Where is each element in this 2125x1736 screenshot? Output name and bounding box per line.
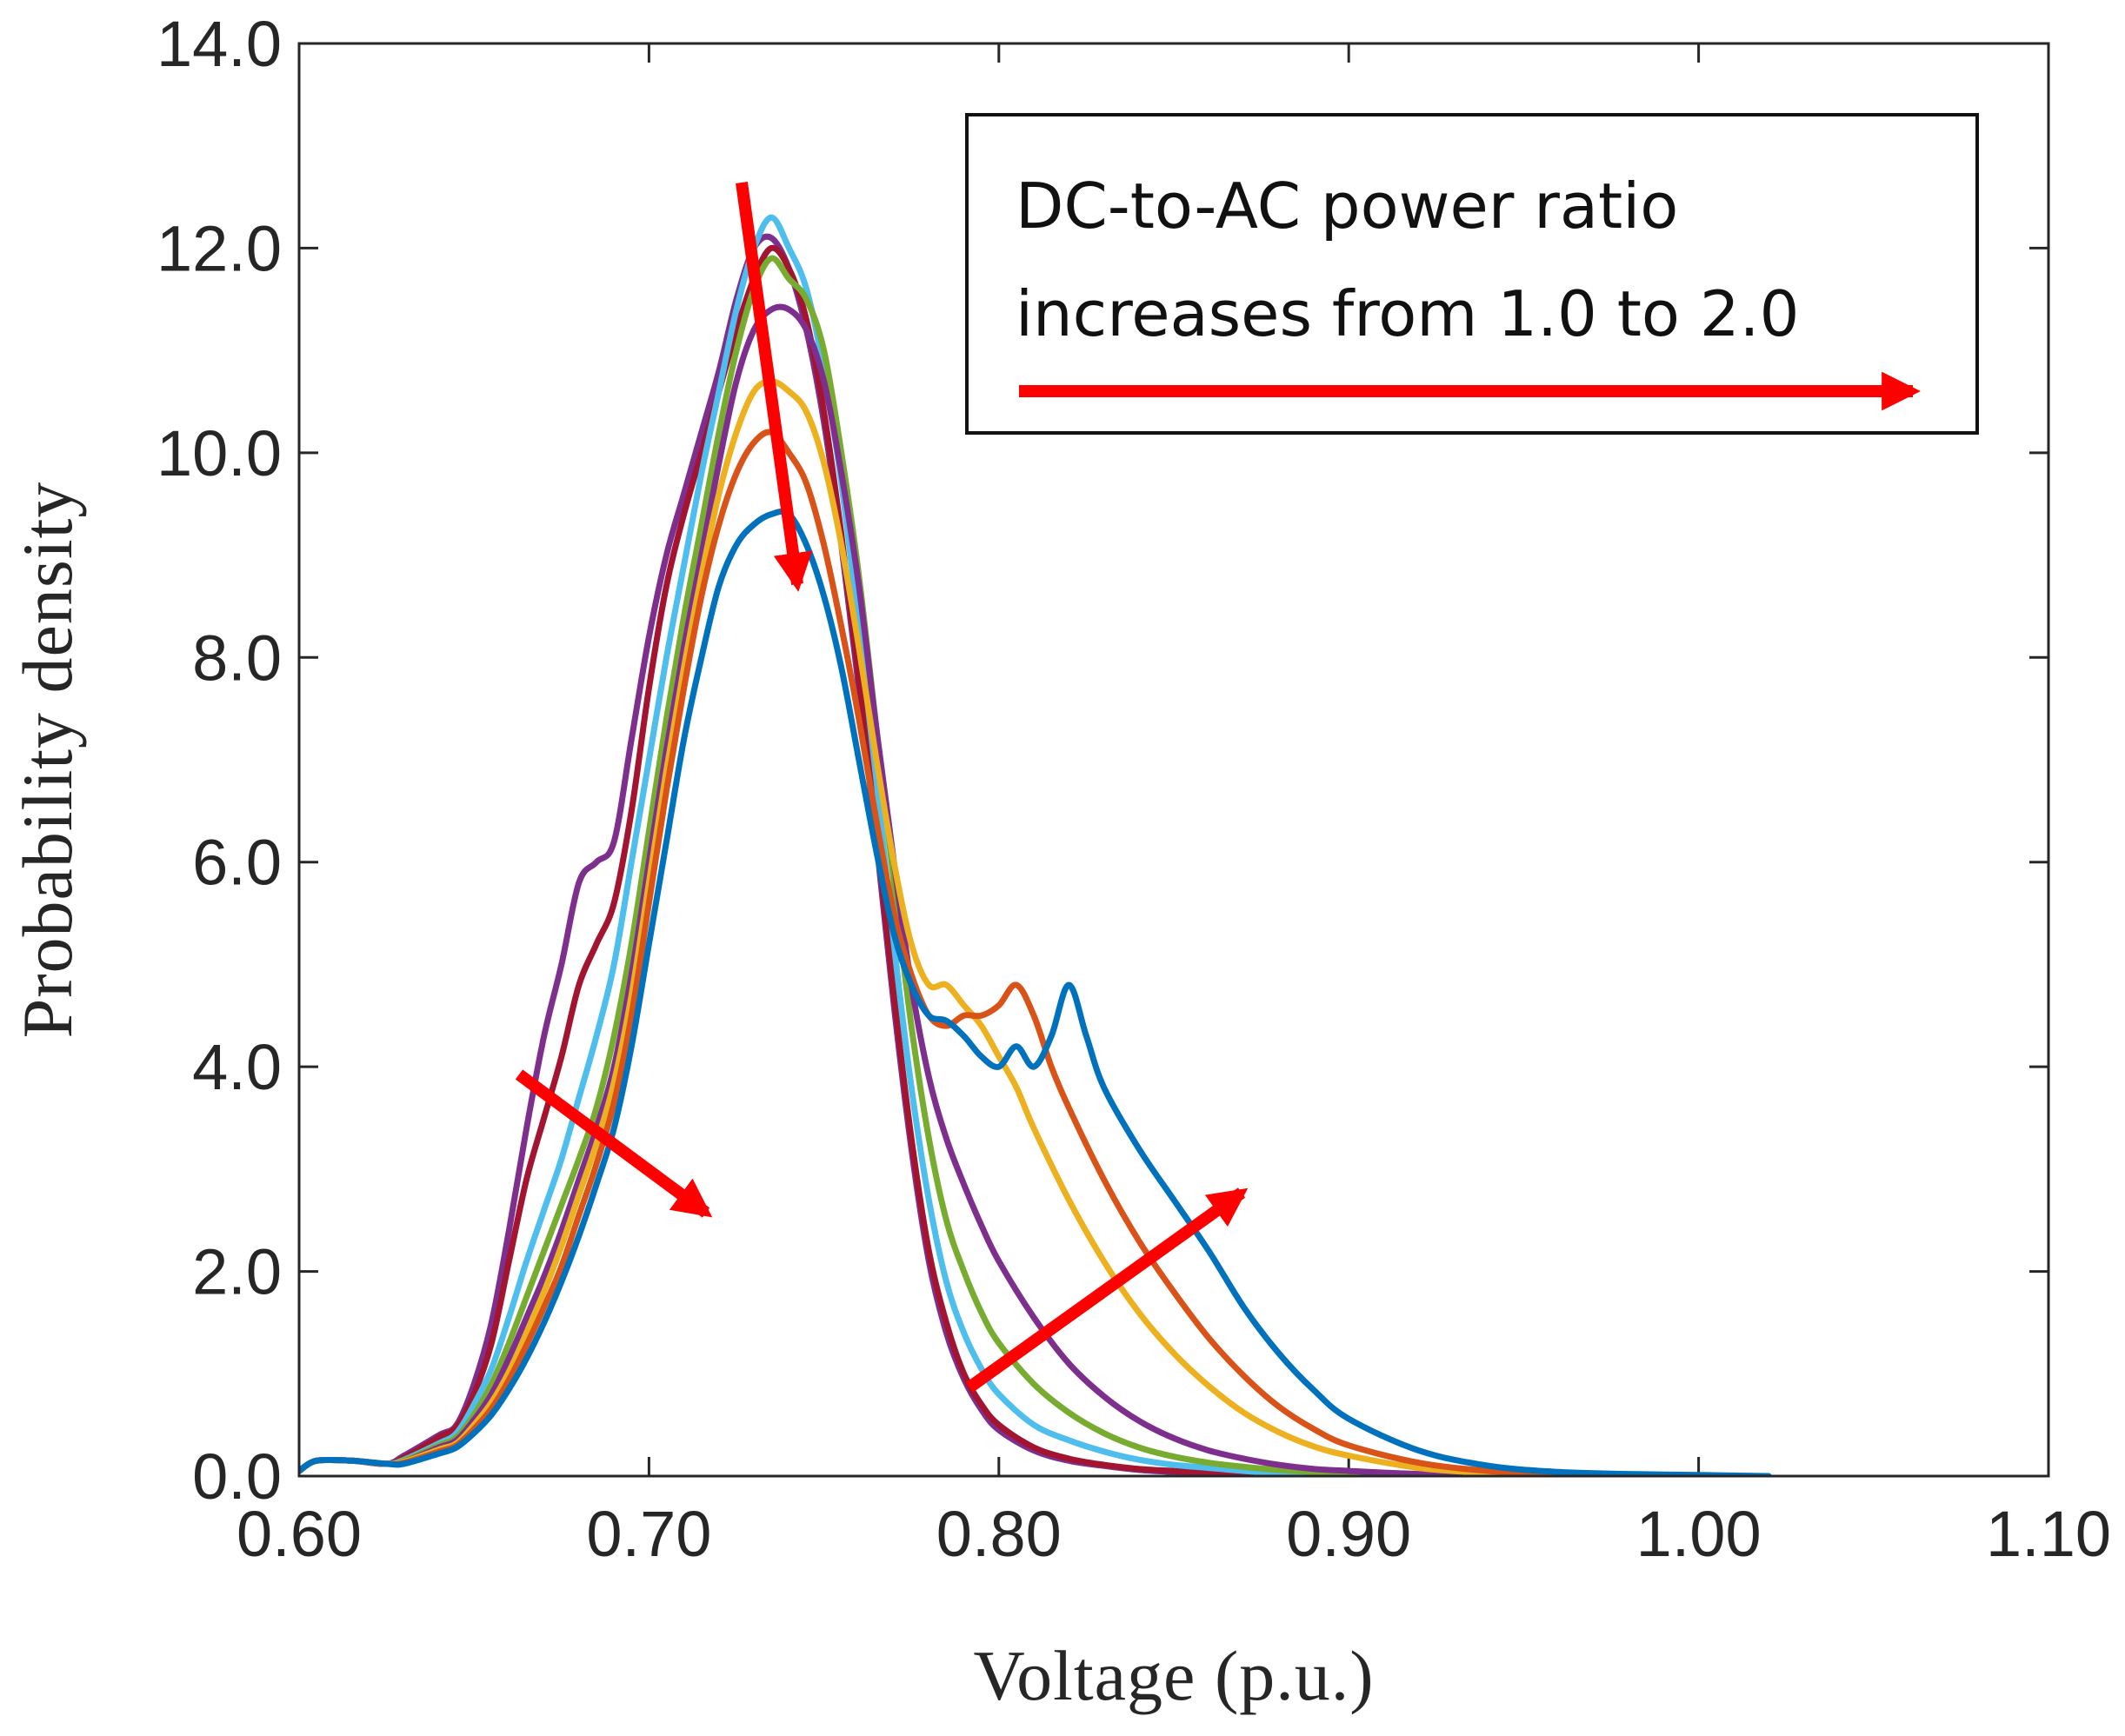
y-tick-label: 0.0 — [192, 1440, 282, 1513]
axes-box — [297, 42, 2050, 1478]
y-tick-label: 4.0 — [192, 1031, 282, 1103]
y-tick-label: 14.0 — [157, 8, 282, 80]
x-tick-label: 0.70 — [586, 1498, 711, 1570]
y-axis-title: Probability density — [8, 482, 87, 1039]
series-line-6 — [299, 378, 1702, 1476]
y-tick-label: 12.0 — [157, 212, 282, 284]
x-tick-labels: 0.60 0.70 0.80 0.90 1.00 1.10 — [236, 1498, 2111, 1570]
peak-trend-arrow — [736, 182, 813, 592]
series-line-8 — [299, 508, 1772, 1476]
x-tick-label: 1.10 — [1986, 1498, 2111, 1570]
series-line-3 — [299, 214, 1632, 1476]
y-tick-label: 8.0 — [192, 622, 282, 694]
y-tick-label: 2.0 — [192, 1236, 282, 1308]
x-axis-title: Voltage (p.u.) — [973, 1636, 1374, 1715]
x-tick-label: 0.60 — [236, 1498, 362, 1570]
y-tick-labels: 0.0 2.0 4.0 6.0 8.0 10.0 12.0 14.0 — [157, 8, 282, 1513]
x-tick-label: 0.90 — [1286, 1498, 1411, 1570]
series-line-2 — [299, 244, 1352, 1476]
x-tick-label: 1.00 — [1636, 1498, 1762, 1570]
x-tick-label: 0.80 — [936, 1498, 1062, 1570]
y-tick-label: 6.0 — [192, 827, 282, 899]
left-tail-trend-arrow — [515, 1069, 713, 1218]
series-layer — [299, 214, 1772, 1476]
annotation-box: DC-to-AC power ratio increases from 1.0 … — [965, 113, 1979, 435]
annotation-line-1: DC-to-AC power ratio — [1016, 170, 1678, 243]
y-tick-label: 10.0 — [157, 417, 282, 489]
annotation-frame — [965, 113, 1979, 435]
series-line-7 — [299, 429, 1702, 1476]
annotation-line-2: increases from 1.0 to 2.0 — [1016, 277, 1799, 350]
series-line-4 — [299, 255, 1492, 1476]
series-line-1 — [299, 233, 1317, 1476]
right-tail-trend-arrow — [965, 1187, 1249, 1393]
series-line-5 — [299, 303, 1562, 1476]
